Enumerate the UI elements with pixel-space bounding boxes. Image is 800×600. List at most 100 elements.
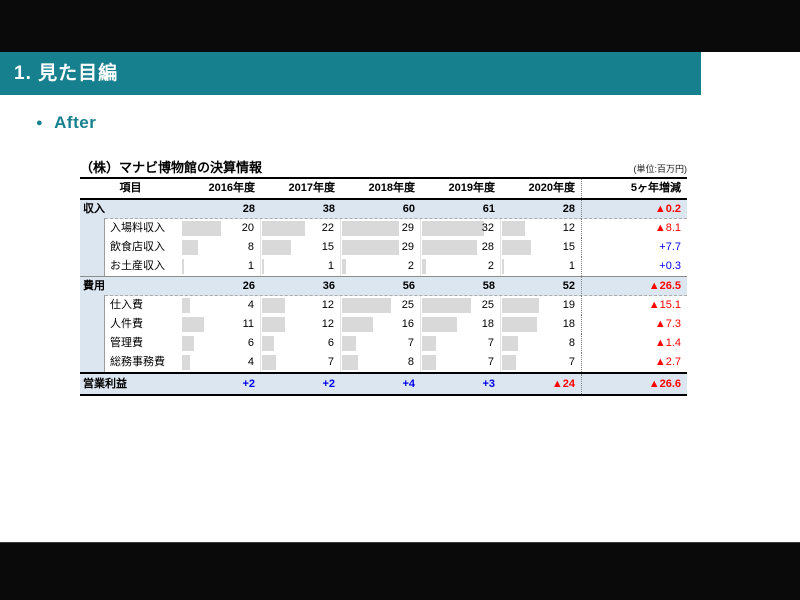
financial-table: （株）マナビ博物館の決算情報 (単位:百万円) 項目 2016年度 2017年度 20… [80,160,687,396]
data-bar [502,298,540,313]
value-cell-text: 19 [562,299,575,311]
section-value-cell-text: 60 [402,203,415,215]
section-value-cell-text: 56 [402,280,415,292]
value-cell-text: 1 [568,260,575,272]
change-cell: ▲7.3 [581,315,687,334]
section-row: 費用 26 36 56 58 52 ▲26.5 [80,277,687,296]
row-label: 人件費 [80,315,181,334]
data-bar [182,298,190,313]
bullet-dot-icon: ● [36,116,44,129]
value-cell: 20 [181,219,261,238]
footer-value-cell-text: +3 [482,378,495,390]
table-row: 管理費 6 6 7 7 8 ▲1.4 [80,334,687,353]
footer-value-cell: +2 [181,374,261,394]
section-value-cell: 58 [421,277,501,296]
footer-value-cell: +3 [421,374,501,394]
after-bullet-line: ● After [36,112,96,134]
value-cell: 7 [421,334,501,353]
data-bar [502,259,504,274]
change-cell-text: ▲2.7 [654,356,681,368]
value-cell: 4 [181,353,261,372]
header-cell: 2020年度 [501,179,581,198]
table-title: （株）マナビ博物館の決算情報 [80,160,263,175]
section-value-cell: 60 [341,200,421,219]
section-value-cell-text: 26 [242,280,255,292]
value-cell: 7 [501,353,581,372]
header-cell: 2017年度 [261,179,341,198]
value-cell: 2 [341,257,421,276]
value-cell: 16 [341,315,421,334]
section-row: 収入 28 38 60 61 28 ▲0.2 [80,200,687,219]
table-header-row: 項目 2016年度 2017年度 2018年度 2019年度 2020年度 5ヶ年増減 [80,179,687,200]
section-value-cell: 52 [501,277,581,296]
section-value-cell: 56 [341,277,421,296]
header-cell: 2016年度 [181,179,261,198]
section-block: 費用 26 36 56 58 52 ▲26.5 仕入費 4 12 25 25 19 ▲15.1 人件費 11 1… [80,276,687,372]
footer-change-cell: ▲26.6 [581,374,687,394]
section-indent-strip [80,295,105,372]
value-cell-text: 8 [407,356,414,368]
row-label-text: 入場料収入 [110,222,165,234]
section-block: 収入 28 38 60 61 28 ▲0.2 入場料収入 20 22 29 32 12 ▲8.1 飲食店収入… [80,200,687,276]
change-cell: ▲8.1 [581,219,687,238]
table-row: 人件費 11 12 16 18 18 ▲7.3 [80,315,687,334]
row-label-text: 人件費 [110,318,143,330]
value-cell: 1 [501,257,581,276]
value-cell: 8 [501,334,581,353]
operating-profit-row: 営業利益 +2 +2 +4 +3 ▲24 ▲26.6 [80,372,687,396]
footer-label-text: 営業利益 [83,378,127,390]
change-cell-text: ▲1.4 [654,337,681,349]
value-cell: 7 [341,334,421,353]
value-cell-text: 7 [487,356,494,368]
data-bar [262,221,305,236]
footer-value-cell-text: +2 [242,378,255,390]
value-cell-text: 1 [327,260,334,272]
value-cell: 1 [261,257,341,276]
change-cell-text: +0.3 [659,260,681,272]
value-cell: 15 [501,238,581,257]
value-cell-text: 6 [327,337,334,349]
change-cell: ▲1.4 [581,334,687,353]
value-cell-text: 8 [247,241,254,253]
header-cell-text: 5ヶ年増減 [630,182,681,194]
footer-value-cell-text: +2 [322,378,335,390]
table-row: 仕入費 4 12 25 25 19 ▲15.1 [80,296,687,315]
value-cell-text: 7 [327,356,334,368]
table-row: 飲食店収入 8 15 29 28 15 +7.7 [80,238,687,257]
value-cell-text: 28 [481,241,494,253]
value-cell: 7 [421,353,501,372]
section-label-text: 収入 [83,203,105,215]
footer-value-cell-text: +4 [402,378,415,390]
change-cell: ▲2.7 [581,353,687,372]
change-cell: +0.3 [581,257,687,276]
value-cell-text: 8 [568,337,575,349]
data-bar [342,355,358,370]
value-cell: 22 [261,219,341,238]
section-change-cell-text: ▲26.5 [648,280,681,292]
row-label-text: 総務事務費 [110,356,165,368]
section-value-cell-text: 52 [562,280,575,292]
after-label: After [54,113,97,132]
data-bar [182,221,221,236]
data-bar [422,221,485,236]
section-change-cell: ▲26.5 [581,277,687,296]
section-value-cell: 28 [501,200,581,219]
header-cell: 2019年度 [421,179,501,198]
value-cell: 1 [181,257,261,276]
data-bar [342,317,374,332]
header-cell-text: 2019年度 [448,182,495,194]
footer-value-cell: +2 [261,374,341,394]
header-cell: 2018年度 [341,179,421,198]
footer-value-cell: ▲24 [501,374,581,394]
data-bar [422,317,458,332]
data-bar [262,336,274,351]
header-cell-text: 2017年度 [288,182,335,194]
data-bar [342,298,391,313]
value-cell-text: 7 [487,337,494,349]
header-cell: 項目 [80,179,181,198]
table-row: お土産収入 1 1 2 2 1 +0.3 [80,257,687,276]
value-cell-text: 25 [401,299,414,311]
value-cell-text: 25 [481,299,494,311]
value-cell-text: 15 [562,241,575,253]
value-cell-text: 7 [568,356,575,368]
